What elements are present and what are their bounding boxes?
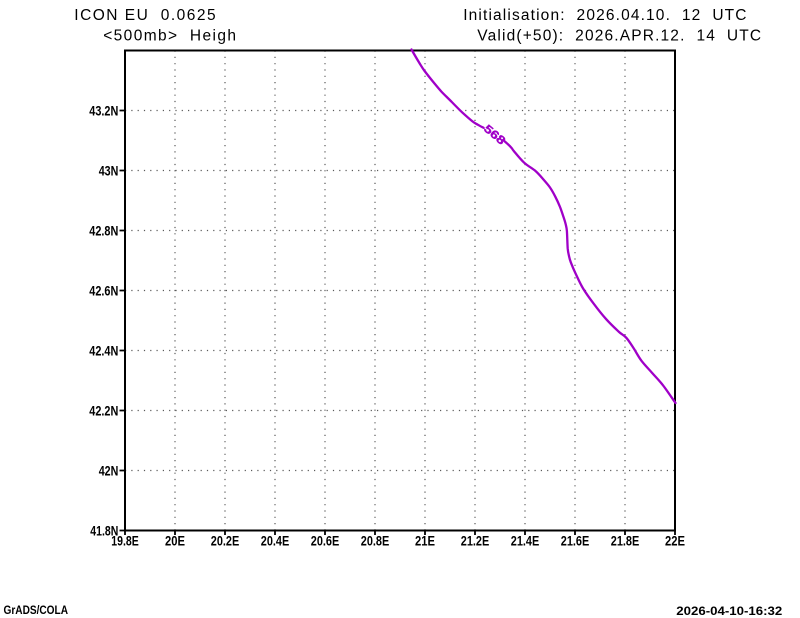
svg-text:<500mb> Heigh: <500mb> Heigh (103, 28, 237, 45)
svg-text:21.4E: 21.4E (511, 533, 540, 548)
svg-text:2026-04-10-16:32: 2026-04-10-16:32 (676, 604, 782, 618)
svg-text:ICON EU 0.0625: ICON EU 0.0625 (74, 7, 217, 24)
svg-text:21.2E: 21.2E (461, 533, 490, 548)
svg-text:42.8N: 42.8N (89, 224, 118, 239)
svg-text:21E: 21E (415, 533, 435, 548)
svg-text:21.8E: 21.8E (611, 533, 640, 548)
svg-text:22E: 22E (665, 533, 685, 548)
svg-text:42.6N: 42.6N (89, 284, 118, 299)
svg-text:43.2N: 43.2N (89, 104, 118, 119)
svg-text:Valid(+50): 2026.APR.12. 14: Valid(+50): 2026.APR.12. 14 UTC (477, 28, 762, 45)
svg-text:42N: 42N (99, 464, 119, 479)
svg-text:20.8E: 20.8E (361, 533, 390, 548)
svg-text:20.4E: 20.4E (261, 533, 290, 548)
svg-text:41.8N: 41.8N (90, 524, 118, 539)
svg-text:42.4N: 42.4N (89, 344, 118, 359)
svg-text:20E: 20E (165, 533, 185, 548)
svg-text:21.6E: 21.6E (561, 533, 590, 548)
svg-text:19.8E: 19.8E (111, 533, 139, 548)
svg-text:43N: 43N (99, 164, 119, 179)
svg-text:20.2E: 20.2E (211, 533, 240, 548)
svg-text:Initialisation: 2026.04.10.: Initialisation: 2026.04.10. 12 UTC (463, 7, 748, 24)
svg-text:20.6E: 20.6E (311, 533, 340, 548)
svg-text:42.2N: 42.2N (89, 404, 118, 419)
svg-text:GrADS/COLA: GrADS/COLA (4, 604, 69, 617)
